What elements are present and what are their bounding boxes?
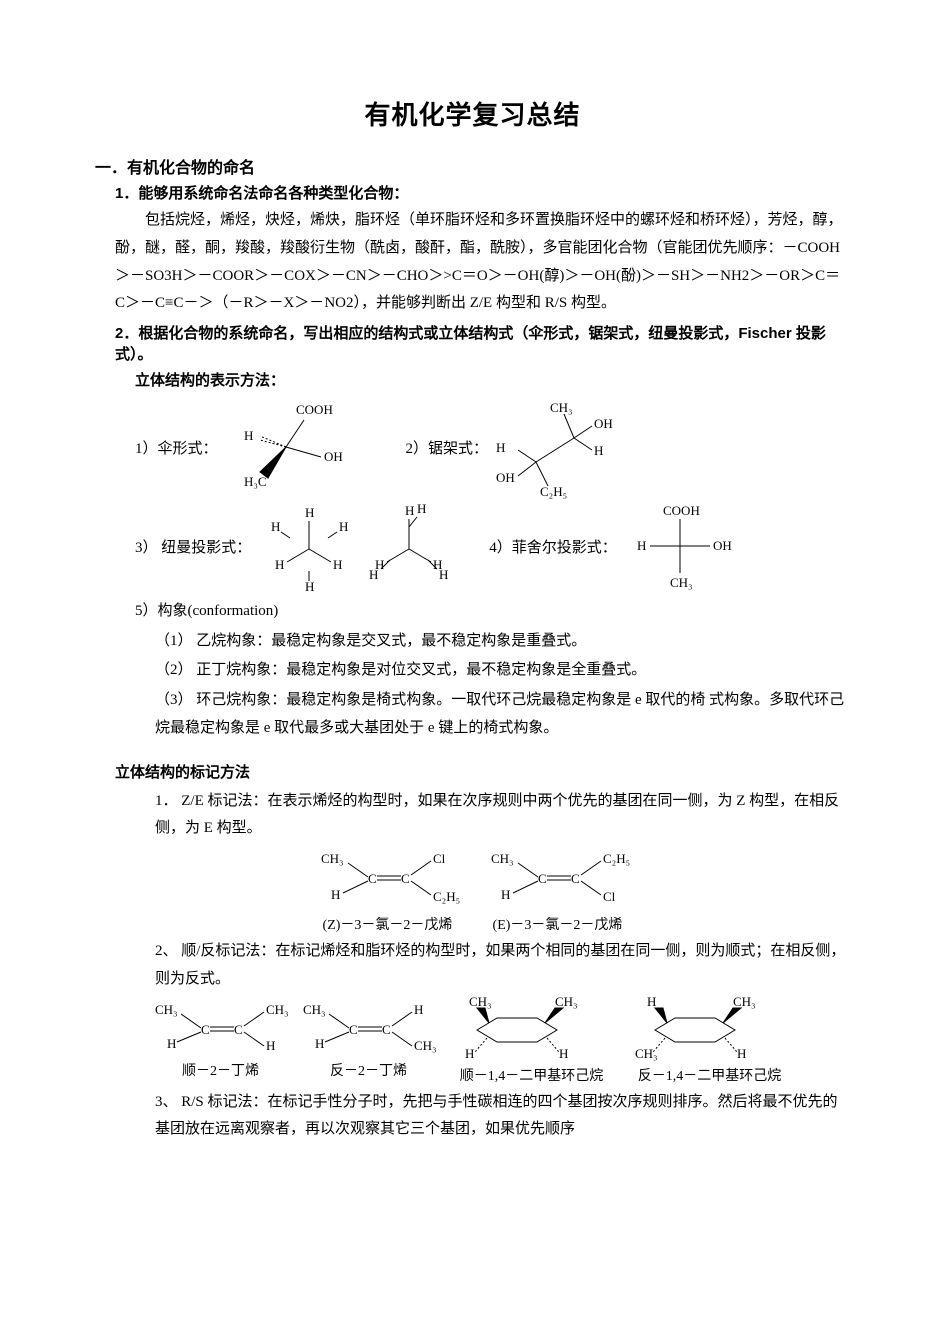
svg-text:H: H xyxy=(369,567,378,582)
rs-notation: 3、 R/S 标记法：在标记手性分子时，先把与手性碳相连的四个基团按次序规则排序… xyxy=(155,1089,850,1145)
cis-butene-caption: 顺－2－丁烯 xyxy=(151,1060,291,1080)
trans-ring-caption: 反－1,4－二甲基环己烷 xyxy=(625,1065,795,1085)
svg-text:C₂H₅: C₂H₅ xyxy=(540,484,567,499)
conformation-1: （1） 乙烷构象：最稳定构象是交叉式，最不稳定构象是重叠式。 xyxy=(155,628,850,656)
conformation-heading: 5）构象(conformation) xyxy=(135,598,850,626)
svg-text:H: H xyxy=(647,994,656,1009)
svg-text:H: H xyxy=(417,501,426,516)
svg-text:H: H xyxy=(331,887,340,902)
svg-text:H: H xyxy=(333,557,342,572)
svg-text:OH: OH xyxy=(324,449,343,464)
stereo-notation-heading: 立体结构的标记方法 xyxy=(115,761,850,782)
svg-text:C: C xyxy=(201,1022,210,1037)
svg-text:H: H xyxy=(637,538,646,553)
svg-text:C: C xyxy=(349,1022,358,1037)
svg-text:H: H xyxy=(271,519,280,534)
trans-butene-caption: 反－2－丁烯 xyxy=(299,1060,439,1080)
svg-text:H₃C: H₃C xyxy=(244,474,267,489)
svg-text:C: C xyxy=(571,871,580,886)
svg-text:CH₃: CH₃ xyxy=(469,994,492,1009)
e-example: CH₃ H C C C₂H₅ Cl (E)－3－氯－2－戊烯 xyxy=(483,849,633,934)
stereo-row-1: 1）伞形式： COOH OH H₃C H 2）锯架式： H OH C₂H₅ OH xyxy=(135,400,850,495)
cis-trans-row: CH₃ H C C CH₃ H 顺－2－丁烯 CH₃ H C xyxy=(95,1000,850,1085)
ze-notation: 1． Z/E 标记法：在表示烯烃的构型时，如果在次序规则中两个优先的基团在同一侧… xyxy=(155,788,850,844)
cis-ring: CH₃ H CH₃ H 顺－1,4－二甲基环己烷 xyxy=(447,1000,617,1085)
wedge-label: 1）伞形式： xyxy=(135,437,218,458)
cis-butene: CH₃ H C C CH₃ H 顺－2－丁烯 xyxy=(151,1000,291,1080)
conformation-3: （3） 环己烷构象：最稳定构象是椅式构象。一取代环己烷最稳定构象是 e 取代的椅… xyxy=(155,687,850,743)
section-heading-naming: 一．有机化合物的命名 xyxy=(95,154,850,178)
svg-text:CH₃: CH₃ xyxy=(155,1002,178,1017)
svg-text:H: H xyxy=(465,1046,474,1061)
sawhorse-label: 2）锯架式： xyxy=(406,437,489,458)
e-caption: (E)－3－氯－2－戊烯 xyxy=(483,914,633,934)
svg-text:H: H xyxy=(305,505,314,520)
svg-text:CH₃: CH₃ xyxy=(414,1038,437,1053)
svg-text:C₂H₅: C₂H₅ xyxy=(433,889,460,904)
conformation-2: （2） 正丁烷构象：最稳定构象是对位交叉式，最不稳定构象是全重叠式。 xyxy=(155,657,850,685)
svg-text:H: H xyxy=(405,503,414,518)
svg-text:Cl: Cl xyxy=(603,889,616,904)
svg-text:H: H xyxy=(305,579,314,594)
svg-text:CH₃: CH₃ xyxy=(491,851,514,866)
svg-text:H: H xyxy=(266,1038,275,1053)
svg-text:OH: OH xyxy=(496,470,515,485)
svg-text:H: H xyxy=(414,1002,423,1017)
svg-text:C: C xyxy=(234,1022,243,1037)
page-title: 有机化学复习总结 xyxy=(95,95,850,132)
svg-text:CH₃: CH₃ xyxy=(550,400,573,415)
stereo-rep-heading: 立体结构的表示方法： xyxy=(135,368,850,396)
svg-text:CH₃: CH₃ xyxy=(733,994,756,1009)
z-caption: (Z)－3－氯－2－戊烯 xyxy=(313,914,463,934)
svg-text:H: H xyxy=(167,1036,176,1051)
svg-text:C: C xyxy=(538,871,547,886)
svg-text:COOH: COOH xyxy=(296,402,333,417)
svg-text:H: H xyxy=(439,567,448,582)
svg-text:H: H xyxy=(501,887,510,902)
svg-text:CH₃: CH₃ xyxy=(321,851,344,866)
newman-label: 3） 纽曼投影式： xyxy=(135,536,251,557)
newman-diagram: H H H H H H H H H H H H xyxy=(259,499,459,594)
svg-text:H: H xyxy=(594,443,603,458)
svg-text:COOH: COOH xyxy=(663,503,700,518)
svg-text:Cl: Cl xyxy=(433,851,446,866)
wedge-diagram: COOH OH H₃C H xyxy=(226,402,346,492)
svg-text:C: C xyxy=(368,871,377,886)
svg-text:CH₃: CH₃ xyxy=(303,1002,326,1017)
ze-examples-row: CH₃ H C C Cl C₂H₅ (Z)－3－氯－2－戊烯 CH₃ H xyxy=(95,849,850,934)
item-1-paragraph: 包括烷烃，烯烃，炔烃，烯炔，脂环烃（单环脂环烃和多环置换脂环烃中的螺环烃和桥环烃… xyxy=(115,207,850,318)
svg-text:H: H xyxy=(496,440,505,455)
svg-text:C: C xyxy=(382,1022,391,1037)
svg-text:H: H xyxy=(244,428,253,443)
svg-text:CH₃: CH₃ xyxy=(670,575,693,590)
svg-text:OH: OH xyxy=(594,416,613,431)
item-2-heading: 2．根据化合物的系统命名，写出相应的结构式或立体结构式（伞形式，锯架式，纽曼投影… xyxy=(115,322,850,364)
trans-ring: H CH₃ CH₃ H 反－1,4－二甲基环己烷 xyxy=(625,1000,795,1085)
cis-trans-notation: 2、 顺/反标记法：在标记烯烃和脂环烃的构型时，如果两个相同的基团在同一侧，则为… xyxy=(155,938,850,994)
svg-text:CH₃: CH₃ xyxy=(266,1002,289,1017)
svg-text:H: H xyxy=(339,519,348,534)
svg-text:H: H xyxy=(737,1046,746,1061)
svg-text:H: H xyxy=(559,1046,568,1061)
trans-butene: CH₃ H C C H CH₃ 反－2－丁烯 xyxy=(299,1000,439,1080)
cis-ring-caption: 顺－1,4－二甲基环己烷 xyxy=(447,1065,617,1085)
z-example: CH₃ H C C Cl C₂H₅ (Z)－3－氯－2－戊烯 xyxy=(313,849,463,934)
svg-text:C₂H₅: C₂H₅ xyxy=(603,851,630,866)
fischer-diagram: COOH H OH CH₃ xyxy=(625,501,735,591)
svg-text:H: H xyxy=(315,1036,324,1051)
svg-text:C: C xyxy=(401,871,410,886)
svg-text:CH₃: CH₃ xyxy=(635,1046,658,1061)
svg-text:H: H xyxy=(275,557,284,572)
svg-text:CH₃: CH₃ xyxy=(555,994,578,1009)
svg-text:OH: OH xyxy=(713,538,732,553)
sawhorse-diagram: H OH C₂H₅ OH H CH₃ xyxy=(496,400,616,495)
fischer-label: 4）菲舍尔投影式： xyxy=(489,536,617,557)
stereo-row-2: 3） 纽曼投影式： H H H H H H H H H H H H 4）菲舍尔投… xyxy=(135,499,850,594)
item-1-heading: 1．能够用系统命名法命名各种类型化合物： xyxy=(115,182,850,203)
